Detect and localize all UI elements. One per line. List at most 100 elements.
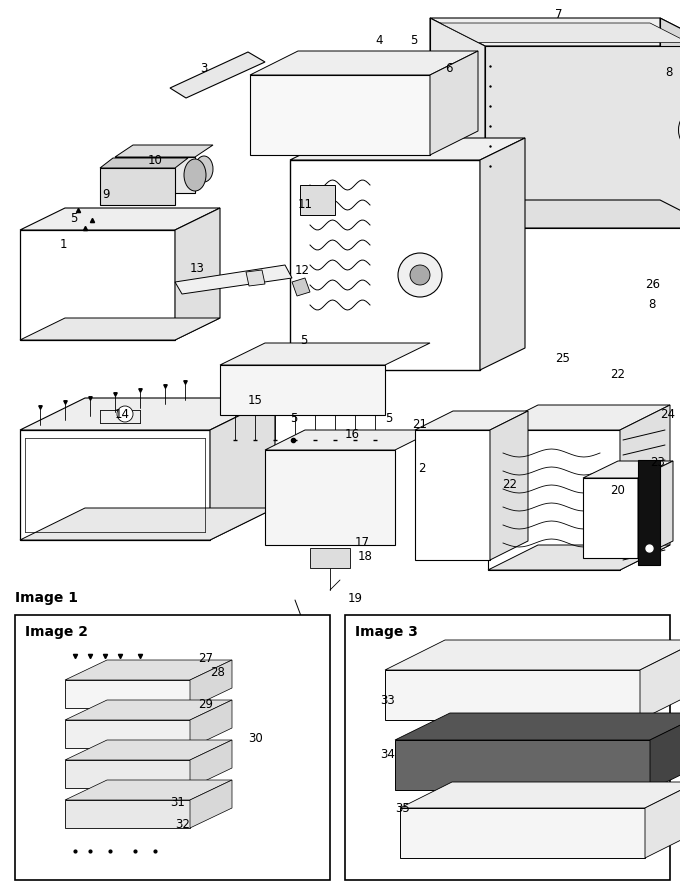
Text: 27: 27	[198, 652, 213, 664]
Text: 19: 19	[348, 592, 363, 604]
Polygon shape	[65, 800, 190, 828]
Ellipse shape	[195, 156, 213, 182]
Polygon shape	[638, 461, 673, 558]
Polygon shape	[20, 398, 275, 430]
Text: 6: 6	[445, 62, 452, 74]
Text: 11: 11	[298, 198, 313, 212]
Polygon shape	[583, 478, 638, 558]
Text: 4: 4	[375, 33, 382, 46]
Text: Image 3: Image 3	[355, 625, 418, 639]
Polygon shape	[395, 713, 680, 740]
Text: 29: 29	[198, 698, 213, 712]
Polygon shape	[20, 508, 275, 540]
Bar	[345, 615, 670, 880]
Polygon shape	[415, 411, 528, 430]
Text: 18: 18	[358, 551, 373, 563]
Polygon shape	[400, 808, 645, 858]
Ellipse shape	[184, 159, 206, 191]
Polygon shape	[175, 208, 220, 340]
Polygon shape	[488, 405, 670, 430]
Polygon shape	[430, 18, 485, 228]
Polygon shape	[620, 405, 670, 570]
Polygon shape	[430, 18, 680, 46]
Text: 25: 25	[555, 351, 570, 365]
Polygon shape	[395, 740, 650, 790]
Text: 15: 15	[248, 393, 263, 407]
Polygon shape	[65, 760, 190, 788]
Polygon shape	[430, 200, 680, 228]
Text: 20: 20	[610, 484, 625, 496]
Polygon shape	[115, 145, 213, 157]
Text: 5: 5	[290, 411, 297, 425]
Polygon shape	[65, 660, 232, 680]
Polygon shape	[400, 782, 680, 808]
Text: 22: 22	[610, 368, 625, 382]
Text: 3: 3	[200, 62, 207, 74]
Text: 5: 5	[300, 333, 307, 347]
Polygon shape	[650, 713, 680, 790]
Text: 26: 26	[645, 279, 660, 291]
Polygon shape	[246, 270, 265, 286]
Polygon shape	[100, 168, 175, 205]
Text: 33: 33	[380, 694, 395, 706]
Polygon shape	[488, 430, 620, 570]
Polygon shape	[190, 740, 232, 788]
Polygon shape	[640, 640, 680, 720]
Polygon shape	[440, 23, 680, 43]
Polygon shape	[210, 398, 275, 540]
Polygon shape	[415, 430, 490, 560]
Polygon shape	[190, 780, 232, 828]
Text: 17: 17	[355, 536, 370, 550]
Polygon shape	[488, 545, 670, 570]
Text: 21: 21	[412, 418, 427, 432]
Polygon shape	[660, 18, 680, 228]
Polygon shape	[190, 700, 232, 748]
Polygon shape	[430, 51, 478, 155]
Text: 12: 12	[295, 264, 310, 276]
Text: 24: 24	[660, 409, 675, 421]
Text: 7: 7	[555, 9, 562, 21]
Text: 22: 22	[502, 478, 517, 492]
Text: 28: 28	[210, 665, 225, 679]
Text: 30: 30	[248, 731, 262, 745]
Polygon shape	[265, 450, 395, 545]
Text: 1: 1	[60, 239, 67, 251]
Polygon shape	[65, 780, 232, 800]
Text: 8: 8	[648, 299, 656, 311]
Text: 14: 14	[115, 409, 130, 421]
Polygon shape	[265, 430, 435, 450]
Polygon shape	[250, 75, 430, 155]
Polygon shape	[65, 700, 232, 720]
Polygon shape	[115, 157, 195, 193]
Polygon shape	[290, 138, 525, 160]
Bar	[15, 615, 330, 880]
Polygon shape	[220, 365, 385, 415]
Polygon shape	[490, 411, 528, 560]
Polygon shape	[485, 46, 680, 228]
Text: 13: 13	[190, 262, 205, 274]
Polygon shape	[300, 185, 335, 215]
Polygon shape	[65, 740, 232, 760]
Text: 32: 32	[175, 819, 190, 831]
Polygon shape	[290, 160, 480, 370]
Polygon shape	[480, 138, 525, 370]
Text: 16: 16	[345, 428, 360, 442]
Polygon shape	[385, 670, 640, 720]
Polygon shape	[20, 230, 175, 340]
Polygon shape	[170, 52, 265, 98]
Text: 10: 10	[148, 154, 163, 166]
Text: 35: 35	[395, 802, 410, 814]
Polygon shape	[175, 265, 292, 294]
Polygon shape	[310, 548, 350, 568]
Circle shape	[117, 406, 133, 422]
Polygon shape	[645, 782, 680, 858]
Polygon shape	[292, 278, 310, 296]
Text: 5: 5	[70, 212, 78, 224]
Polygon shape	[220, 343, 430, 365]
Text: 34: 34	[380, 748, 395, 762]
Polygon shape	[65, 720, 190, 748]
Text: Image 2: Image 2	[25, 625, 88, 639]
Polygon shape	[250, 51, 478, 75]
Polygon shape	[65, 680, 190, 708]
Text: Image 1: Image 1	[15, 591, 78, 605]
